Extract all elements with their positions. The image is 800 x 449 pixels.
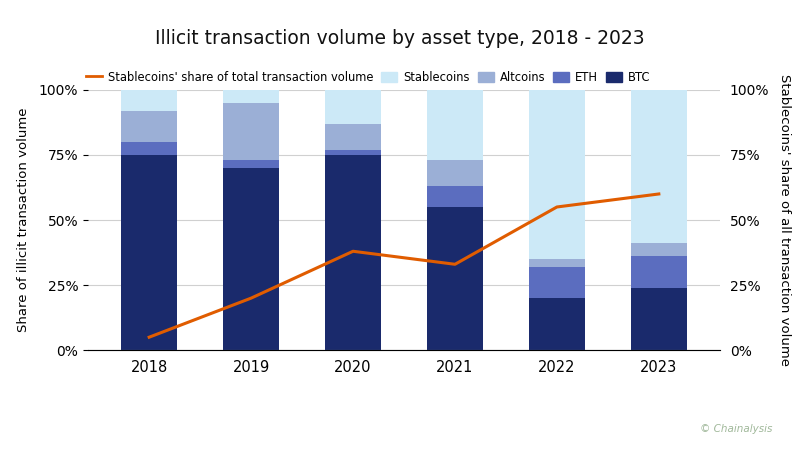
Bar — [631, 90, 687, 243]
Bar — [631, 288, 687, 350]
Y-axis label: Share of illicit transaction volume: Share of illicit transaction volume — [18, 108, 30, 332]
Bar — [223, 168, 279, 350]
Bar — [427, 186, 483, 207]
Bar — [223, 160, 279, 168]
Bar — [529, 259, 585, 267]
Bar — [427, 90, 483, 160]
Legend: Stablecoins' share of total transaction volume, Stablecoins, Altcoins, ETH, BTC: Stablecoins' share of total transaction … — [86, 71, 650, 84]
Bar — [631, 243, 687, 256]
Y-axis label: Stablecoins' share of all transaction volume: Stablecoins' share of all transaction vo… — [778, 74, 790, 366]
Bar — [325, 155, 381, 350]
Bar — [427, 160, 483, 186]
Bar — [223, 103, 279, 160]
Bar — [325, 150, 381, 155]
Text: Illicit transaction volume by asset type, 2018 - 2023: Illicit transaction volume by asset type… — [155, 29, 645, 48]
Bar — [427, 207, 483, 350]
Bar — [529, 90, 585, 259]
Bar — [631, 256, 687, 288]
Bar — [121, 90, 177, 110]
Bar — [325, 90, 381, 123]
Bar — [223, 90, 279, 103]
Text: © Chainalysis: © Chainalysis — [700, 424, 772, 434]
Bar — [529, 267, 585, 298]
Bar — [121, 110, 177, 142]
Bar — [529, 298, 585, 350]
Bar — [121, 155, 177, 350]
Bar — [121, 142, 177, 155]
Bar — [325, 123, 381, 150]
